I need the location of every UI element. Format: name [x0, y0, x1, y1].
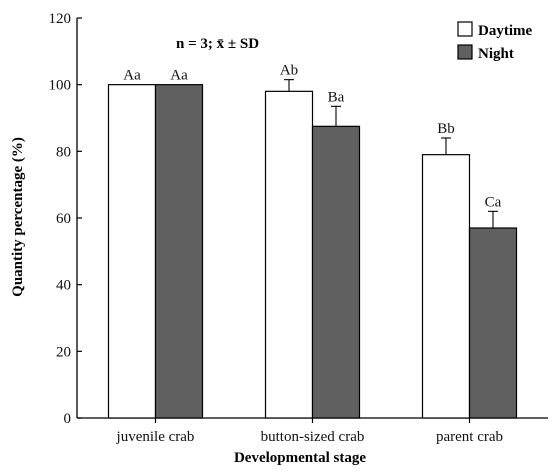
bar-night-1: [311, 125, 361, 419]
legend-label-daytime: Daytime: [478, 23, 532, 39]
bar-daytime-1: [264, 90, 314, 419]
y-tick-label: 100: [49, 78, 72, 94]
legend: Daytime Night: [457, 21, 532, 62]
bar-significance-label: Ba: [328, 89, 345, 105]
bar-night-0: [154, 84, 204, 419]
x-axis: juvenile crab button-sized crab parent cra…: [116, 418, 503, 445]
y-axis-title: Quantity percentage (%): [10, 137, 26, 297]
bar-daytime-2: [421, 154, 471, 419]
bar-significance-label: Ca: [485, 194, 502, 210]
bars: Aa Aa Ab Ba Bb Ca: [107, 63, 518, 419]
x-axis-title: Developmental stage: [234, 450, 366, 466]
y-tick-label: 120: [49, 11, 72, 27]
bar-significance-label: Aa: [170, 68, 188, 84]
bar-significance-label: Ab: [280, 63, 298, 79]
bar-significance-label: Bb: [437, 121, 455, 137]
bar-night-2: [468, 227, 518, 419]
y-tick-label: 40: [56, 278, 71, 294]
x-tick-label: button-sized crab: [261, 429, 365, 445]
y-axis: 0 20 40 60 80 100 120: [49, 11, 82, 427]
legend-label-night: Night: [478, 46, 514, 62]
y-tick-label: 80: [56, 144, 71, 160]
y-tick-label: 60: [56, 211, 71, 227]
y-tick-label: 0: [64, 411, 72, 427]
bar-significance-label: Aa: [123, 68, 141, 84]
x-tick-label: juvenile crab: [116, 429, 195, 445]
chart-annotation: n = 3; x̄ ± SD: [176, 36, 259, 52]
x-tick-label: parent crab: [436, 429, 503, 445]
legend-swatch-daytime: [457, 21, 473, 37]
y-tick-label: 20: [56, 344, 71, 360]
bar-daytime-0: [107, 84, 157, 419]
legend-swatch-night: [457, 44, 473, 60]
